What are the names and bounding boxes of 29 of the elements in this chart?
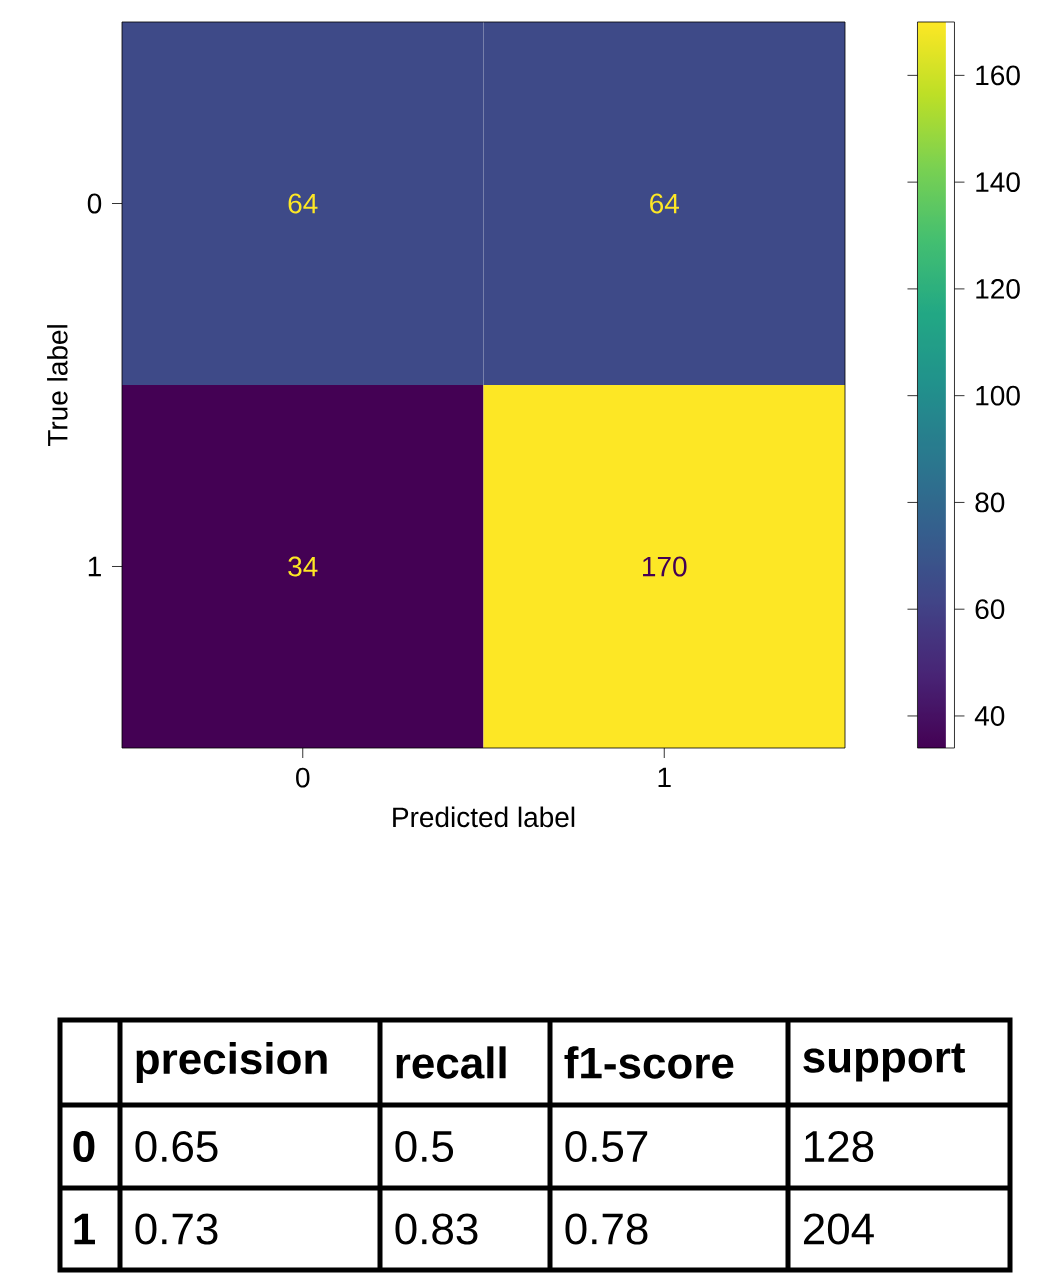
- data-label: 0.65: [135, 1130, 218, 1163]
- data-label: 34: [288, 556, 318, 577]
- y-tick-label: 1: [74, 1213, 95, 1245]
- x-tick-label: support: [803, 1043, 965, 1082]
- y-tick-label: 0: [87, 193, 102, 214]
- x-axis-title: Predicted label: [393, 806, 575, 828]
- color-bar-label: 60: [975, 599, 1005, 620]
- color-bar-label: 120: [976, 278, 1020, 299]
- color-bar-label: 80: [975, 492, 1005, 513]
- data-label: 0.5: [395, 1130, 454, 1163]
- data-label: 0.78: [565, 1213, 648, 1245]
- color-bar-label: 100: [976, 385, 1020, 406]
- data-label: 0.57: [565, 1130, 648, 1163]
- color-bar-label: 160: [976, 65, 1020, 86]
- data-label: 0.73: [135, 1213, 218, 1245]
- y-tick-label: 1: [88, 556, 101, 577]
- x-tick-label: recall: [396, 1046, 506, 1079]
- data-label: 204: [803, 1213, 874, 1245]
- data-label: 170: [643, 556, 687, 577]
- y-tick-label: 0: [73, 1130, 95, 1163]
- color-bar-label: 140: [976, 172, 1020, 193]
- data-label: 0.83: [395, 1213, 478, 1245]
- x-tick-label: f1-score: [564, 1046, 734, 1079]
- color-bar-label: 40: [974, 706, 1005, 726]
- x-tick-label: precision: [136, 1041, 327, 1083]
- y-axis-title: True label: [47, 325, 68, 447]
- data-label: 64: [650, 193, 679, 214]
- data-label: 128: [805, 1130, 874, 1163]
- data-label: 64: [288, 193, 318, 214]
